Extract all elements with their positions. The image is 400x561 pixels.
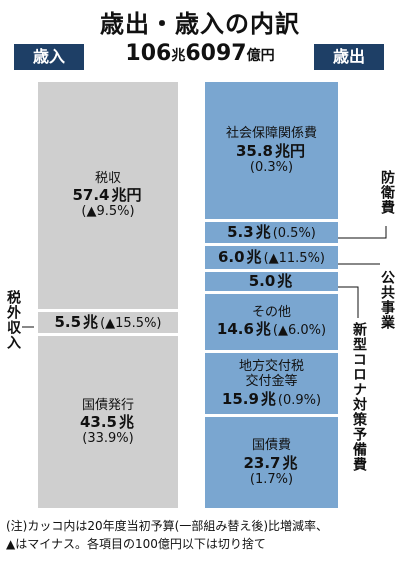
local-allocation-row: 15.9 兆 (0.9%) [222, 390, 321, 409]
social-security-name: 社会保障関係費 [225, 126, 317, 142]
debt-service-change: (1.7%) [249, 471, 294, 487]
covid-reserve-row: 5.0 兆 [249, 272, 295, 290]
local-allocation-name-line1: 地方交付税 [238, 358, 304, 374]
revenue-nontax-value: 5.5 [54, 313, 82, 332]
label-nontax-revenue: 税外収入 [5, 290, 21, 350]
social-security-value: 35.8 [235, 141, 273, 160]
public-works-change: (▲11.5%) [263, 250, 326, 266]
public-works-row: 6.0 兆 (▲11.5%) [218, 248, 325, 267]
revenue-bonds-value: 43.5 [79, 413, 117, 432]
other-name: その他 [251, 304, 291, 320]
expenditure-defense: 5.3 兆 (0.5%) [205, 222, 338, 243]
local-allocation-change: (0.9%) [277, 392, 322, 408]
covid-reserve-unit: 兆 [277, 272, 293, 291]
footnote-line2: ▲はマイナス。各項目の100億円以下は切り捨て [6, 537, 266, 551]
revenue-nontax-row: 5.5 兆 (▲15.5%) [54, 313, 161, 332]
revenue-bonds-change: (33.9%) [82, 431, 134, 447]
public-works-value: 6.0 [217, 247, 245, 266]
revenue-bonds-name: 国債発行 [81, 397, 134, 413]
defense-value: 5.3 [227, 223, 254, 242]
expenditure-debt-service: 国債費 23.7 兆 (1.7%) [205, 417, 338, 508]
debt-service-row: 23.7 兆 [243, 454, 299, 472]
footnote-line1: (注)カッコ内は20年度当初予算(一部組み替え後)比増減率、 [6, 519, 328, 533]
revenue-bonds-unit: 兆 [119, 413, 135, 432]
label-covid-reserve: 新型コロナ対策予備費 [351, 322, 367, 472]
other-value: 14.6 [216, 320, 254, 339]
expenditure-social-security: 社会保障関係費 35.8 兆円 (0.3%) [205, 82, 338, 220]
local-allocation-name-line2: 交付金等 [245, 374, 298, 390]
covid-reserve-value: 5.0 [248, 272, 276, 291]
defense-row: 5.3 兆 (0.5%) [227, 223, 316, 242]
local-allocation-value: 15.9 [221, 389, 259, 408]
expenditure-public-works: 6.0 兆 (▲11.5%) [205, 245, 338, 269]
total-unit: 億円 [246, 48, 275, 64]
social-security-value-row: 35.8 兆円 [236, 142, 307, 160]
label-public-works: 公共事業 [379, 270, 395, 330]
social-security-change: (0.3%) [249, 159, 294, 175]
revenue-tax: 税収 57.4 兆円 (▲9.5%) [38, 82, 178, 309]
revenue-tax-name: 税収 [94, 170, 121, 186]
other-unit: 兆 [255, 320, 271, 339]
defense-unit: 兆 [255, 223, 271, 242]
revenue-badge: 歳入 [14, 44, 84, 70]
debt-service-unit: 兆 [282, 453, 298, 472]
expenditure-local-allocation: 地方交付税 交付金等 15.9 兆 (0.9%) [205, 353, 338, 415]
debt-service-name: 国債費 [251, 437, 291, 453]
chart-title: 歳出・歳入の内訳 [100, 10, 300, 38]
leader-line-defense [338, 226, 387, 239]
total-rest: 6097 [185, 41, 247, 66]
revenue-tax-value-row: 57.4 兆円 [72, 186, 143, 204]
defense-change: (0.5%) [272, 226, 316, 242]
public-works-unit: 兆 [246, 247, 262, 266]
debt-service-value: 23.7 [243, 453, 281, 472]
total-number: 106 [125, 41, 172, 66]
revenue-tax-change: (▲9.5%) [81, 204, 135, 220]
revenue-tax-unit: 兆円 [111, 186, 142, 205]
leader-line-covid [338, 286, 359, 318]
expenditure-other: その他 14.6 兆 (▲6.0%) [205, 293, 338, 350]
total-amount: 106兆6097億円 [110, 41, 290, 66]
revenue-bonds: 国債発行 43.5 兆 (33.9%) [38, 336, 178, 508]
expenditure-covid-reserve: 5.0 兆 [205, 271, 338, 291]
revenue-bonds-value-row: 43.5 兆 [80, 413, 136, 431]
revenue-tax-value: 57.4 [72, 186, 110, 205]
label-defense: 防衛費 [379, 170, 395, 215]
local-allocation-unit: 兆 [260, 389, 276, 408]
social-security-unit: 兆円 [275, 141, 306, 160]
other-change: (▲6.0%) [272, 323, 327, 339]
total-chou: 兆 [171, 48, 186, 64]
expenditure-badge: 歳出 [314, 44, 384, 70]
revenue-nontax-unit: 兆 [83, 313, 99, 332]
footnote: (注)カッコ内は20年度当初予算(一部組み替え後)比増減率、 ▲はマイナス。各項… [6, 517, 396, 553]
other-row: 14.6 兆 (▲6.0%) [217, 320, 326, 339]
revenue-nontax-change: (▲15.5%) [100, 316, 162, 332]
revenue-nontax: 5.5 兆 (▲15.5%) [38, 311, 178, 334]
